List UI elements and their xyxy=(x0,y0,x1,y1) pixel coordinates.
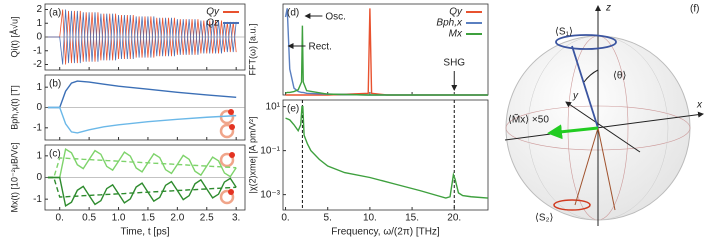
series-line xyxy=(47,147,237,179)
series-line xyxy=(285,25,488,96)
series-line xyxy=(47,106,237,134)
y-tick-label: 0 xyxy=(36,32,42,43)
panel-label: (a) xyxy=(49,8,61,19)
y-tick-label: 0 xyxy=(36,102,42,113)
series-line xyxy=(47,157,237,179)
x-tick-label: 2.5 xyxy=(200,213,214,224)
x-tick-label: 1.5 xyxy=(141,213,155,224)
panel-label: (c) xyxy=(49,149,61,160)
x-axis-label: Frequency, ω/(2π) [THz] xyxy=(331,227,440,238)
series-line xyxy=(47,176,237,198)
y-tick-label: 10⁻¹ xyxy=(260,145,280,156)
y-tick-label: -1 xyxy=(33,194,42,205)
x-axis-label: Time, t [ps] xyxy=(120,227,169,238)
y-tick-label: 10¹ xyxy=(266,101,281,112)
annotation: Osc. xyxy=(325,12,346,23)
diagram-label: ⟨S₁⟩ xyxy=(555,27,573,38)
y-tick-label: 1 xyxy=(36,82,42,93)
diagram-label: (f) xyxy=(690,4,699,15)
diagram-label: ⟨θ⟩ xyxy=(613,71,626,82)
annotation: Rect. xyxy=(309,42,332,53)
panel-frame xyxy=(282,99,489,211)
x-tick-label: 0. xyxy=(281,213,289,224)
x-tick-label: 10. xyxy=(363,213,377,224)
y-tick-label: 10⁻³ xyxy=(260,189,280,200)
diagram-label: x xyxy=(696,100,703,111)
panel-label: (e) xyxy=(287,104,299,115)
y-tick-label: 1 xyxy=(36,150,42,161)
x-tick-label: 0.5 xyxy=(82,213,96,224)
y-tick-label: 1 xyxy=(36,18,42,29)
panel-label: (d) xyxy=(287,8,299,19)
panel-label: (b) xyxy=(49,79,61,90)
inset-dots xyxy=(228,109,235,195)
legend-label: Qz xyxy=(206,18,219,29)
diagram-label: ⟨S₂⟩ xyxy=(535,213,553,224)
legend-label: Qy xyxy=(206,7,220,18)
x-tick-label: 20. xyxy=(447,213,461,224)
y-tick-label: -2 xyxy=(33,59,42,70)
diagram-label: z xyxy=(605,3,611,14)
x-tick-label: 1.0 xyxy=(112,213,126,224)
annotation: SHG xyxy=(443,58,465,69)
y-tick-label: 0 xyxy=(36,172,42,183)
y-axis-label: Bph,x(t) [T] xyxy=(9,85,19,130)
series-line xyxy=(47,9,237,65)
series-line xyxy=(285,105,489,199)
diagram-label: ⟨M̃x⟩ ×50 xyxy=(508,113,549,126)
y-axis-label: Mx(t) [10⁻²μB/Vc] xyxy=(9,143,19,213)
legend-label: Mx xyxy=(449,29,463,40)
legend-label: Qy xyxy=(449,7,463,18)
legend-label: Bph,x xyxy=(436,18,463,29)
x-tick-label: 15. xyxy=(405,213,419,224)
series-line xyxy=(47,9,237,65)
y-axis-label: FFT(ω) [a.u.] xyxy=(247,23,257,75)
y-axis-label: |χ(2)xme| [A pm/V²] xyxy=(247,117,257,194)
y-axis-label: Qi(t) [Å√u] xyxy=(9,17,19,58)
series-line xyxy=(47,80,237,109)
x-tick-label: 2.0 xyxy=(170,213,184,224)
x-tick-label: 0. xyxy=(56,213,64,224)
series-line xyxy=(47,176,237,208)
diagram-label: y xyxy=(572,91,579,102)
y-tick-label: 2 xyxy=(36,4,42,15)
x-tick-label: 5. xyxy=(324,213,332,224)
x-tick-label: 3. xyxy=(232,213,240,224)
inset-icons xyxy=(219,109,235,205)
y-tick-label: -1 xyxy=(33,122,42,133)
bloch-sphere xyxy=(504,5,704,226)
y-tick-label: -1 xyxy=(33,45,42,56)
